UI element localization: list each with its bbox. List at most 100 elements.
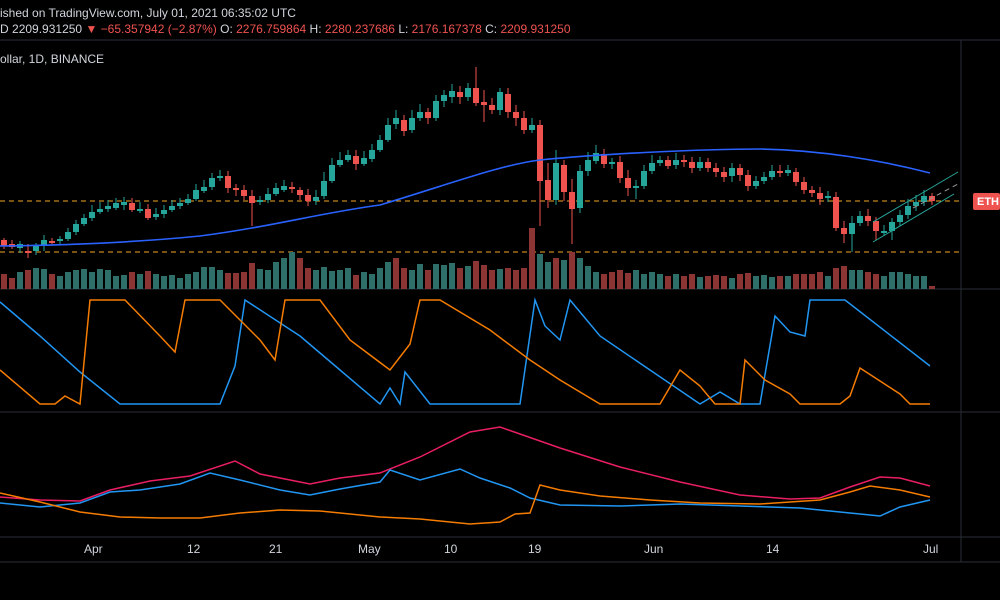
candle-body xyxy=(873,221,879,231)
symbol-suffix: D xyxy=(0,22,9,36)
volume-bar xyxy=(833,268,839,289)
candle-body xyxy=(713,168,719,172)
x-label-10: 10 xyxy=(444,542,458,556)
volume-bar xyxy=(393,258,399,289)
volume-bar xyxy=(761,275,767,289)
candle-body xyxy=(537,125,543,181)
volume-bar xyxy=(737,274,743,289)
candle-body xyxy=(249,196,255,203)
candle-body xyxy=(905,206,911,215)
oscillator-orange-line xyxy=(0,299,930,406)
volume-bar xyxy=(881,276,887,289)
candle-body xyxy=(673,160,679,165)
volume-bar xyxy=(713,275,719,289)
candle-body xyxy=(625,178,631,188)
candle-body xyxy=(857,216,863,223)
open-label: O: xyxy=(220,22,233,36)
candle-body xyxy=(897,215,903,222)
candle-body xyxy=(513,112,519,118)
candle-body xyxy=(201,187,207,191)
volume-bar xyxy=(873,274,879,289)
candle-body xyxy=(433,101,439,118)
candle-body xyxy=(393,118,399,124)
volume-bar xyxy=(625,273,631,289)
candle-body xyxy=(113,203,119,208)
candle-body xyxy=(569,192,575,209)
candle-body xyxy=(785,170,791,173)
oscillator-blue-line xyxy=(0,297,931,407)
volume-bar xyxy=(17,272,23,289)
volume-bar xyxy=(217,270,223,289)
volume-bar xyxy=(897,272,903,289)
volume-bar xyxy=(649,272,655,289)
volume-layer xyxy=(1,228,935,289)
candle-body xyxy=(657,160,663,163)
volume-bar xyxy=(425,270,431,289)
candle-body xyxy=(697,162,703,168)
volume-bar xyxy=(785,276,791,289)
candle-body xyxy=(593,153,599,161)
high-label: H: xyxy=(309,22,322,36)
volume-bar xyxy=(729,278,735,289)
candle-body xyxy=(881,231,887,233)
candle-body xyxy=(353,156,359,164)
candle-body xyxy=(41,240,47,246)
volume-bar xyxy=(25,270,31,289)
candle-body xyxy=(833,197,839,228)
candle-body xyxy=(161,210,167,214)
candle-body xyxy=(769,171,775,177)
volume-bar xyxy=(657,274,663,289)
volume-bar xyxy=(257,269,263,289)
candle-body xyxy=(329,165,335,181)
volume-bar xyxy=(369,274,375,289)
volume-bar xyxy=(929,286,935,289)
candle-body xyxy=(241,190,247,196)
candle-body xyxy=(25,251,31,253)
candle-body xyxy=(849,223,855,234)
candle-body xyxy=(913,202,919,206)
candle-body xyxy=(497,92,503,110)
volume-bar xyxy=(225,273,231,289)
candle-body xyxy=(153,214,159,217)
volume-bar xyxy=(249,263,255,289)
volume-bar xyxy=(65,272,71,289)
candle-body xyxy=(337,160,343,165)
candle-body xyxy=(649,163,655,171)
volume-bar xyxy=(689,274,695,289)
volume-bar xyxy=(385,262,391,289)
volume-bar xyxy=(113,276,119,289)
indicator-orange-line xyxy=(0,484,931,525)
candle-body xyxy=(745,175,751,186)
volume-bar xyxy=(577,258,583,289)
volume-bar xyxy=(641,274,647,289)
volume-bar xyxy=(345,268,351,289)
volume-bar xyxy=(41,269,47,289)
header-published: ished on TradingView.com, July 01, 2021 … xyxy=(0,6,296,20)
volume-bar xyxy=(793,274,799,289)
price-badge: ETH xyxy=(973,193,1000,210)
volume-bar xyxy=(233,273,239,289)
volume-bar xyxy=(617,270,623,289)
candle-body xyxy=(801,182,807,190)
candle-body xyxy=(425,112,431,118)
moving-average-line xyxy=(0,148,931,247)
volume-bar xyxy=(89,272,95,289)
candle-body xyxy=(417,112,423,118)
candle-body xyxy=(369,150,375,159)
volume-bar xyxy=(409,270,415,289)
volume-bar xyxy=(817,272,823,289)
volume-bar xyxy=(809,274,815,289)
volume-bar xyxy=(697,277,703,289)
volume-bar xyxy=(321,267,327,289)
candle-body xyxy=(145,209,151,218)
volume-bar xyxy=(329,271,335,289)
candle-body xyxy=(225,176,231,188)
close-value: 2209.931250 xyxy=(500,22,571,36)
volume-bar xyxy=(121,275,127,289)
volume-bar xyxy=(545,262,551,289)
volume-bar xyxy=(305,268,311,289)
candle-body xyxy=(665,160,671,166)
volume-bar xyxy=(705,276,711,289)
volume-bar xyxy=(417,264,423,289)
